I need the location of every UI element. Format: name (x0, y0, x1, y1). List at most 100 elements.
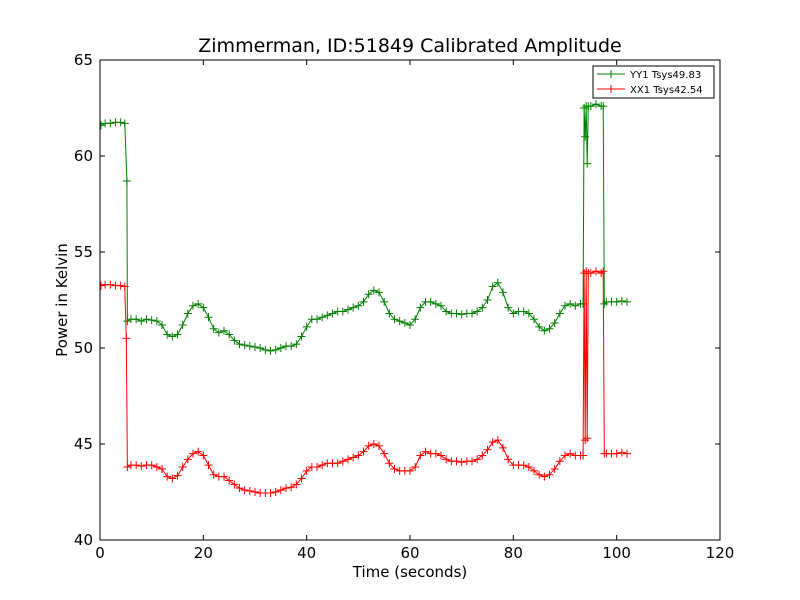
data-point (313, 463, 321, 472)
data-point (245, 342, 254, 351)
data-point (385, 309, 394, 318)
data-point (617, 448, 626, 457)
data-point (344, 455, 352, 464)
data-point (292, 480, 301, 489)
data-point (142, 315, 151, 324)
y-tick-label: 55 (74, 243, 93, 261)
data-point (586, 269, 595, 278)
x-tick-label: 20 (194, 544, 213, 562)
data-point (431, 299, 440, 308)
data-point (561, 301, 569, 310)
data-point (457, 310, 466, 319)
data-point (535, 470, 544, 479)
data-point (555, 309, 564, 318)
data-point (199, 451, 208, 460)
data-point (457, 458, 466, 467)
data-point (623, 297, 631, 306)
data-point (488, 438, 497, 447)
data-point (468, 457, 476, 466)
data-point (313, 315, 321, 324)
series-1 (100, 100, 631, 355)
data-point (189, 449, 197, 458)
data-point (375, 288, 383, 297)
legend: YY1 Tsys49.83 XX1 Tsys42.54 (592, 65, 715, 99)
data-point (442, 455, 451, 464)
data-point (183, 309, 192, 318)
data-point (550, 319, 559, 328)
data-point (406, 320, 414, 329)
data-point (483, 445, 492, 454)
data-point (120, 282, 129, 291)
data-point (442, 307, 451, 316)
data-point (592, 100, 600, 109)
y-tick-label: 60 (74, 147, 93, 165)
data-point (225, 330, 234, 339)
data-point (452, 309, 461, 318)
data-point (344, 305, 352, 314)
data-point (106, 119, 115, 128)
data-point (152, 463, 161, 472)
data-point (266, 346, 275, 355)
data-point (261, 345, 270, 354)
data-point (220, 472, 228, 481)
data-point (230, 336, 239, 345)
data-point (617, 296, 626, 305)
data-point (338, 457, 347, 466)
data-point (364, 441, 373, 450)
data-point (375, 441, 383, 450)
data-point (582, 267, 591, 276)
data-point (235, 340, 244, 349)
data-point (599, 267, 608, 276)
data-point (530, 466, 538, 475)
data-point (437, 301, 445, 310)
data-point (178, 320, 187, 329)
data-point (122, 334, 131, 343)
data-point (583, 434, 592, 443)
data-point (163, 472, 172, 481)
data-point (545, 324, 554, 333)
data-point (302, 466, 311, 475)
data-point (400, 319, 409, 328)
data-point (173, 330, 182, 339)
data-point (540, 472, 549, 481)
data-point (579, 451, 588, 460)
data-point (395, 317, 404, 326)
data-point (209, 324, 218, 333)
data-point (566, 449, 575, 458)
data-point (586, 102, 595, 111)
data-point (581, 132, 590, 141)
chart-title: Zimmerman, ID:51849 Calibrated Amplitude (198, 35, 621, 57)
data-point (597, 269, 606, 278)
x-axis-title: Time (seconds) (352, 563, 468, 581)
data-point (530, 315, 538, 324)
data-point (416, 451, 425, 460)
data-point (519, 307, 528, 316)
data-point (214, 328, 223, 337)
data-point (535, 322, 544, 331)
data-point (122, 176, 131, 185)
data-point (333, 459, 342, 468)
data-point (349, 453, 358, 462)
data-point (132, 461, 141, 470)
data-point (369, 286, 378, 295)
data-point (473, 455, 482, 464)
data-point (599, 102, 608, 111)
data-point (318, 461, 327, 470)
data-point (328, 309, 337, 318)
x-tick-label: 60 (400, 544, 419, 562)
data-point (158, 320, 166, 329)
data-point (132, 315, 141, 324)
data-point (550, 464, 559, 473)
data-point (297, 332, 306, 341)
data-point (581, 436, 590, 445)
data-point (390, 464, 399, 473)
data-point (555, 457, 564, 466)
data-point (623, 449, 631, 458)
data-point (437, 451, 445, 460)
legend-label: YY1 Tsys49.83 (629, 70, 701, 81)
data-point (612, 297, 621, 306)
data-point (235, 484, 244, 493)
data-point (468, 309, 476, 318)
data-point (364, 290, 373, 299)
